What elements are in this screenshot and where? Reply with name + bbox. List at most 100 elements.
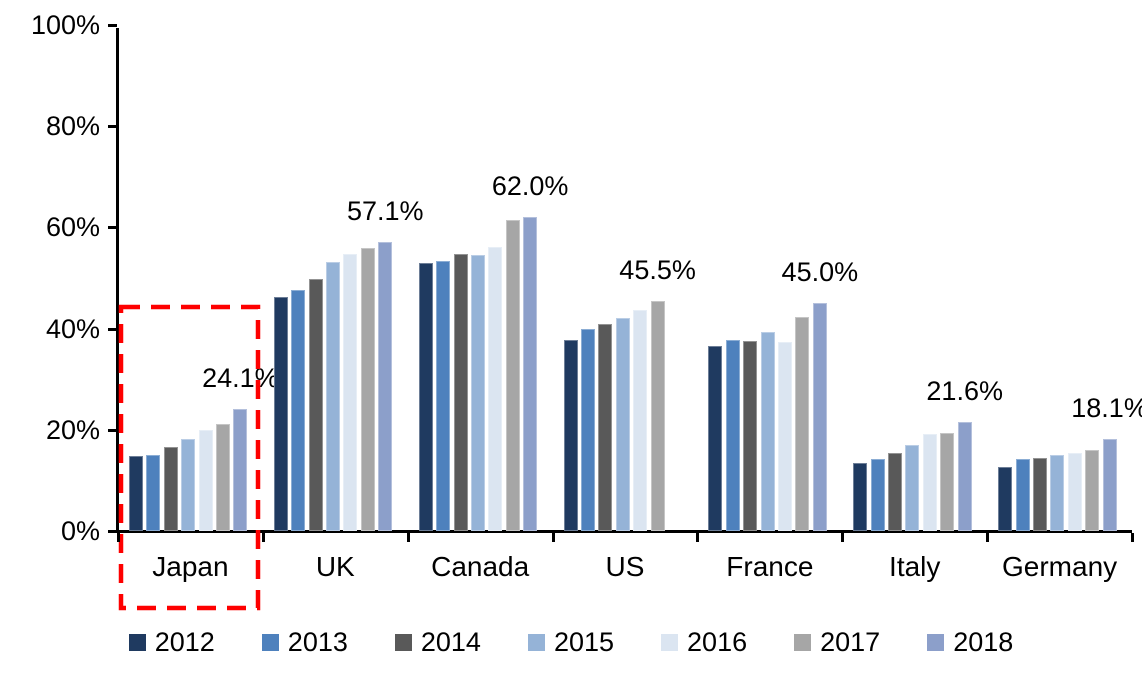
category-label-us: US <box>605 551 645 582</box>
bar-japan-2013 <box>146 454 161 531</box>
legend-swatch-2018 <box>927 634 945 651</box>
y-axis-tick <box>108 530 117 533</box>
value-label-us: 45.5% <box>619 254 696 285</box>
bar-us-2016 <box>633 309 648 531</box>
bar-japan-2014 <box>163 447 178 531</box>
x-axis-tick <box>1131 533 1134 542</box>
bar-germany-2015 <box>1050 455 1065 531</box>
y-axis-tick-label: 100% <box>30 9 100 40</box>
bar-canada-2012 <box>418 263 433 531</box>
legend-item-2015: 2015 <box>527 629 614 656</box>
category-label-germany: Germany <box>1002 551 1118 582</box>
category-label-france: France <box>726 551 814 582</box>
bar-germany-2014 <box>1032 457 1047 531</box>
bar-france-2012 <box>708 346 723 531</box>
legend-swatch-2013 <box>261 634 279 651</box>
y-axis-tick <box>108 327 117 331</box>
legend-swatch-2015 <box>527 634 545 651</box>
value-label-germany: 18.1% <box>1071 393 1142 424</box>
y-axis-tick <box>108 125 117 129</box>
bar-japan-2017 <box>215 423 230 531</box>
legend-item-2016: 2016 <box>661 629 747 656</box>
bar-group-japan: 24.1% <box>118 28 279 531</box>
legend-swatch-2012 <box>128 634 146 651</box>
category-label-japan: Japan <box>152 551 229 582</box>
y-axis-tick-label: 80% <box>45 111 100 142</box>
x-axis-tick <box>261 533 265 542</box>
bar-uk-2014 <box>308 279 323 531</box>
bar-italy-2018 <box>957 421 972 531</box>
bar-us-2012 <box>563 339 578 531</box>
y-axis-tick <box>108 428 117 432</box>
y-axis-line <box>116 28 119 533</box>
bar-italy-2014 <box>888 453 903 531</box>
bar-group-us: 45.5% <box>553 28 698 531</box>
bar-france-2016 <box>778 341 792 531</box>
bar-japan-2016 <box>198 429 213 531</box>
legend: 2012 2013 2014 2015 2016 2017 2018 <box>0 629 1142 656</box>
legend-label-2016: 2016 <box>687 627 748 657</box>
x-axis-tick <box>406 533 410 542</box>
legend-swatch-2016 <box>661 634 679 651</box>
bar-group-germany: 18.1% <box>987 28 1142 531</box>
bar-japan-2018 <box>233 409 248 531</box>
bar-italy-2016 <box>922 434 937 531</box>
bar-germany-2013 <box>1015 459 1030 531</box>
bar-france-2017 <box>795 316 810 531</box>
legend-label-2018: 2018 <box>953 627 1014 657</box>
y-axis-tick-label: 20% <box>45 414 100 445</box>
bar-germany-2017 <box>1085 449 1100 531</box>
bar-canada-2013 <box>436 261 451 531</box>
bar-france-2014 <box>743 340 758 531</box>
x-axis-tick <box>696 533 700 542</box>
legend-item-2014: 2014 <box>394 627 481 657</box>
bar-japan-2012 <box>129 455 143 531</box>
bar-uk-2017 <box>360 248 375 531</box>
y-axis-tick-label: 0% <box>60 516 100 546</box>
legend-label-2014: 2014 <box>420 627 481 657</box>
bar-canada-2015 <box>470 254 485 531</box>
bar-italy-2012 <box>853 462 868 531</box>
value-label-italy: 21.6% <box>926 375 1003 406</box>
x-axis-tick <box>841 533 845 542</box>
bar-canada-2017 <box>505 220 520 531</box>
y-axis-tick-label: 60% <box>45 212 100 243</box>
bar-us-2014 <box>598 323 613 531</box>
bar-uk-2015 <box>326 262 341 531</box>
legend-label-2012: 2012 <box>154 627 215 657</box>
y-axis-tick-label: 40% <box>45 313 100 344</box>
bar-japan-2015 <box>181 439 196 531</box>
bar-france-2013 <box>725 340 740 531</box>
y-axis-tick <box>108 226 117 230</box>
bar-italy-2015 <box>905 444 920 531</box>
legend-item-2013: 2013 <box>261 627 348 657</box>
category-label-uk: UK <box>315 551 355 582</box>
x-axis-tick <box>551 533 555 542</box>
bar-italy-2017 <box>940 433 955 531</box>
bar-germany-2016 <box>1067 452 1082 531</box>
bar-germany-2012 <box>998 466 1013 531</box>
bar-group-italy: 21.6% <box>842 28 1003 531</box>
x-axis-line <box>116 530 1132 533</box>
bar-uk-2016 <box>343 253 358 531</box>
bar-us-2015 <box>615 318 630 531</box>
bar-canada-2014 <box>453 253 468 531</box>
legend-label-2013: 2013 <box>287 627 348 657</box>
value-label-france: 45.0% <box>781 257 859 288</box>
bar-france-2015 <box>760 332 775 531</box>
bar-germany-2018 <box>1102 439 1117 531</box>
x-axis-category-labels: Japan UK Canada US France Italy Germany <box>118 552 1132 582</box>
bar-uk-2013 <box>291 290 306 531</box>
legend-label-2017: 2017 <box>820 627 881 657</box>
bar-group-canada: 62.0% <box>408 28 568 531</box>
bar-canada-2018 <box>523 217 538 531</box>
category-label-canada: Canada <box>431 551 530 582</box>
y-axis-tick <box>108 23 117 27</box>
x-axis-tick <box>117 533 120 542</box>
bar-group-france: 45.0% <box>697 28 858 531</box>
bar-uk-2012 <box>273 296 288 531</box>
bar-us-2017 <box>650 300 665 531</box>
legend-item-2017: 2017 <box>794 629 880 656</box>
bar-group-uk: 57.1% <box>263 28 424 531</box>
